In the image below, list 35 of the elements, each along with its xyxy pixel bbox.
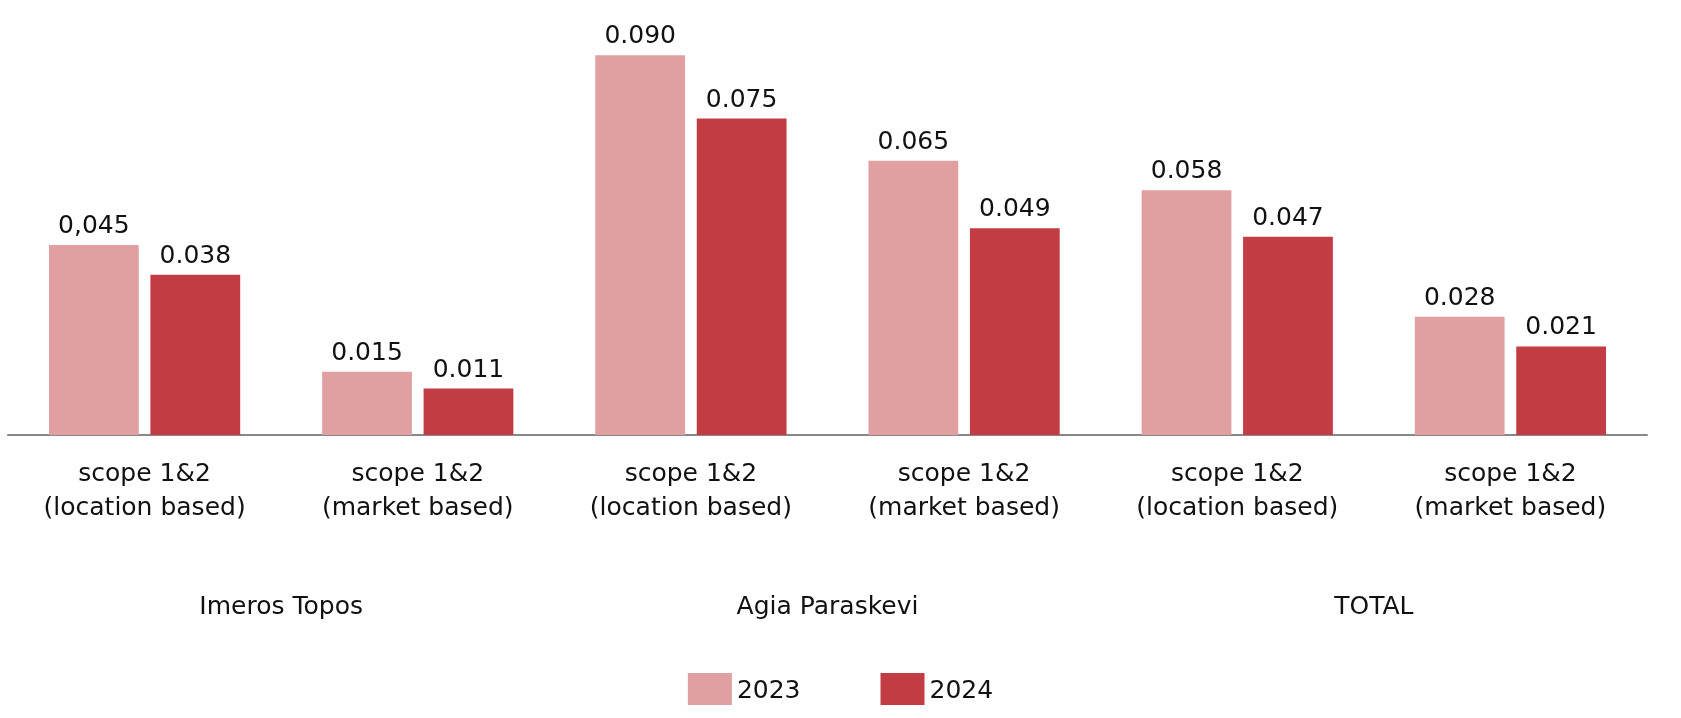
- data-label: 0.028: [1423, 281, 1496, 311]
- data-label: 0,045: [58, 210, 130, 240]
- x-tick-label: scope 1&2 (location based): [589, 457, 792, 521]
- bar: [595, 55, 686, 435]
- x-tick-label: scope 1&2 (location based): [1136, 457, 1339, 521]
- data-label: 0.021: [1525, 311, 1597, 341]
- data-label: 0.011: [432, 353, 505, 383]
- x-tick-label: scope 1&2 (market based): [1414, 457, 1607, 521]
- bar: [1243, 236, 1333, 435]
- x-tick-label: scope 1&2 (market based): [868, 457, 1060, 521]
- bar: [423, 388, 514, 435]
- text: Agia Paraskevi: [736, 590, 919, 620]
- bar: [322, 371, 412, 435]
- legend-label: 2024: [929, 674, 994, 704]
- bar: [868, 160, 959, 435]
- bar: [696, 118, 787, 435]
- bar: [48, 245, 139, 435]
- text: TOTAL: [1333, 590, 1414, 620]
- text: Imeros Topos: [199, 590, 363, 620]
- data-label: 0.049: [979, 193, 1051, 223]
- bar: [1516, 346, 1607, 435]
- data-label: 0.090: [604, 20, 676, 50]
- x-tick-label: scope 1&2 (market based): [321, 457, 514, 521]
- data-label: 0.015: [331, 336, 403, 366]
- data-label: 0.047: [1252, 201, 1324, 231]
- bar: [1141, 190, 1232, 435]
- data-label: 0.058: [1150, 155, 1223, 185]
- data-label: 0.075: [705, 83, 778, 113]
- x-tick-label: scope 1&2 (location based): [43, 457, 246, 521]
- legend-label: 2023: [736, 674, 801, 704]
- bar: [969, 228, 1060, 435]
- bar: [150, 274, 241, 435]
- data-label: 0.065: [877, 125, 950, 155]
- data-label: 0.038: [159, 239, 232, 269]
- bar: [1414, 316, 1505, 435]
